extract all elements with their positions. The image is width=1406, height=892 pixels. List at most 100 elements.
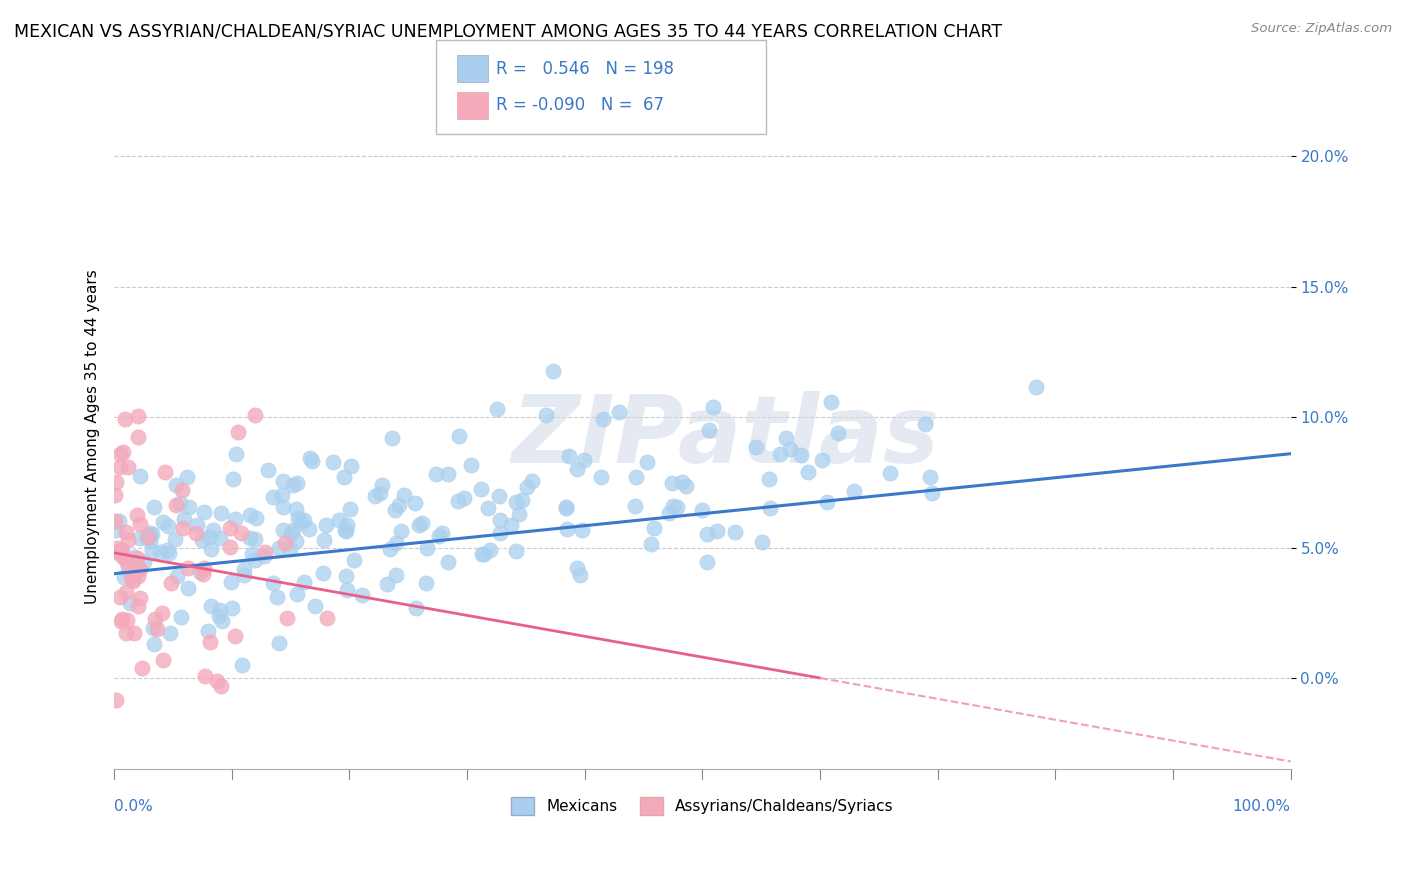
Point	[143, 636, 166, 650]
Point	[471, 547, 494, 561]
Point	[394, 488, 416, 502]
Point	[477, 501, 499, 516]
Point	[131, 660, 153, 674]
Legend: Mexicans, Assyrians/Chaldeans/Syriacs: Mexicans, Assyrians/Chaldeans/Syriacs	[505, 790, 900, 822]
Point	[510, 492, 533, 507]
Point	[430, 525, 453, 540]
Point	[159, 626, 181, 640]
Point	[239, 531, 262, 545]
Point	[208, 609, 231, 624]
Point	[205, 674, 228, 689]
Point	[169, 496, 191, 510]
Point	[209, 679, 232, 693]
Point	[508, 507, 530, 521]
Point	[415, 576, 437, 591]
Text: 0.0%: 0.0%	[114, 799, 153, 814]
Point	[226, 425, 249, 439]
Point	[1025, 380, 1047, 394]
Point	[104, 692, 127, 706]
Point	[555, 522, 578, 536]
Point	[127, 430, 149, 444]
Point	[489, 513, 512, 527]
Point	[270, 488, 292, 502]
Point	[173, 511, 195, 525]
Point	[197, 624, 219, 639]
Point	[285, 476, 308, 491]
Point	[276, 611, 298, 625]
Point	[322, 455, 344, 469]
Point	[160, 575, 183, 590]
Point	[769, 447, 792, 461]
Point	[624, 500, 647, 514]
Point	[385, 536, 408, 550]
Point	[112, 570, 135, 584]
Point	[122, 574, 145, 588]
Point	[198, 530, 221, 544]
Point	[335, 582, 357, 597]
Point	[666, 500, 689, 514]
Point	[515, 480, 537, 494]
Point	[104, 488, 127, 502]
Point	[253, 544, 276, 558]
Point	[186, 517, 208, 532]
Point	[375, 577, 398, 591]
Point	[121, 572, 143, 586]
Text: R =   0.546   N = 198: R = 0.546 N = 198	[496, 60, 675, 78]
Point	[479, 543, 502, 558]
Point	[128, 469, 150, 483]
Point	[224, 512, 246, 526]
Point	[112, 550, 135, 565]
Point	[267, 541, 290, 556]
Point	[425, 467, 447, 482]
Point	[141, 544, 163, 558]
Point	[554, 500, 576, 514]
Point	[364, 489, 387, 503]
Point	[243, 533, 266, 547]
Point	[128, 591, 150, 605]
Point	[129, 531, 152, 545]
Point	[437, 555, 460, 569]
Point	[153, 466, 176, 480]
Point	[273, 474, 295, 488]
Point	[150, 607, 173, 621]
Point	[141, 527, 163, 541]
Point	[315, 518, 337, 533]
Point	[127, 409, 149, 423]
Point	[661, 475, 683, 490]
Point	[114, 412, 136, 426]
Point	[177, 561, 200, 575]
Point	[136, 530, 159, 544]
Point	[381, 431, 404, 445]
Point	[340, 458, 363, 473]
Point	[146, 622, 169, 636]
Point	[388, 498, 411, 512]
Point	[193, 561, 215, 575]
Point	[211, 614, 233, 628]
Point	[115, 613, 138, 627]
Point	[114, 585, 136, 599]
Point	[243, 409, 266, 423]
Point	[283, 523, 305, 537]
Point	[224, 629, 246, 643]
Point	[156, 543, 179, 558]
Point	[170, 610, 193, 624]
Point	[142, 500, 165, 514]
Point	[104, 514, 127, 528]
Point	[127, 562, 149, 576]
Point	[790, 449, 813, 463]
Point	[315, 611, 337, 625]
Point	[105, 541, 128, 556]
Point	[489, 526, 512, 541]
Point	[172, 521, 194, 535]
Point	[460, 458, 482, 473]
Point	[658, 506, 681, 520]
Point	[416, 541, 439, 556]
Point	[110, 614, 132, 628]
Point	[122, 549, 145, 564]
Point	[385, 568, 408, 582]
Y-axis label: Unemployment Among Ages 35 to 44 years: Unemployment Among Ages 35 to 44 years	[86, 269, 100, 604]
Point	[262, 490, 284, 504]
Point	[111, 445, 134, 459]
Point	[152, 653, 174, 667]
Point	[637, 455, 659, 469]
